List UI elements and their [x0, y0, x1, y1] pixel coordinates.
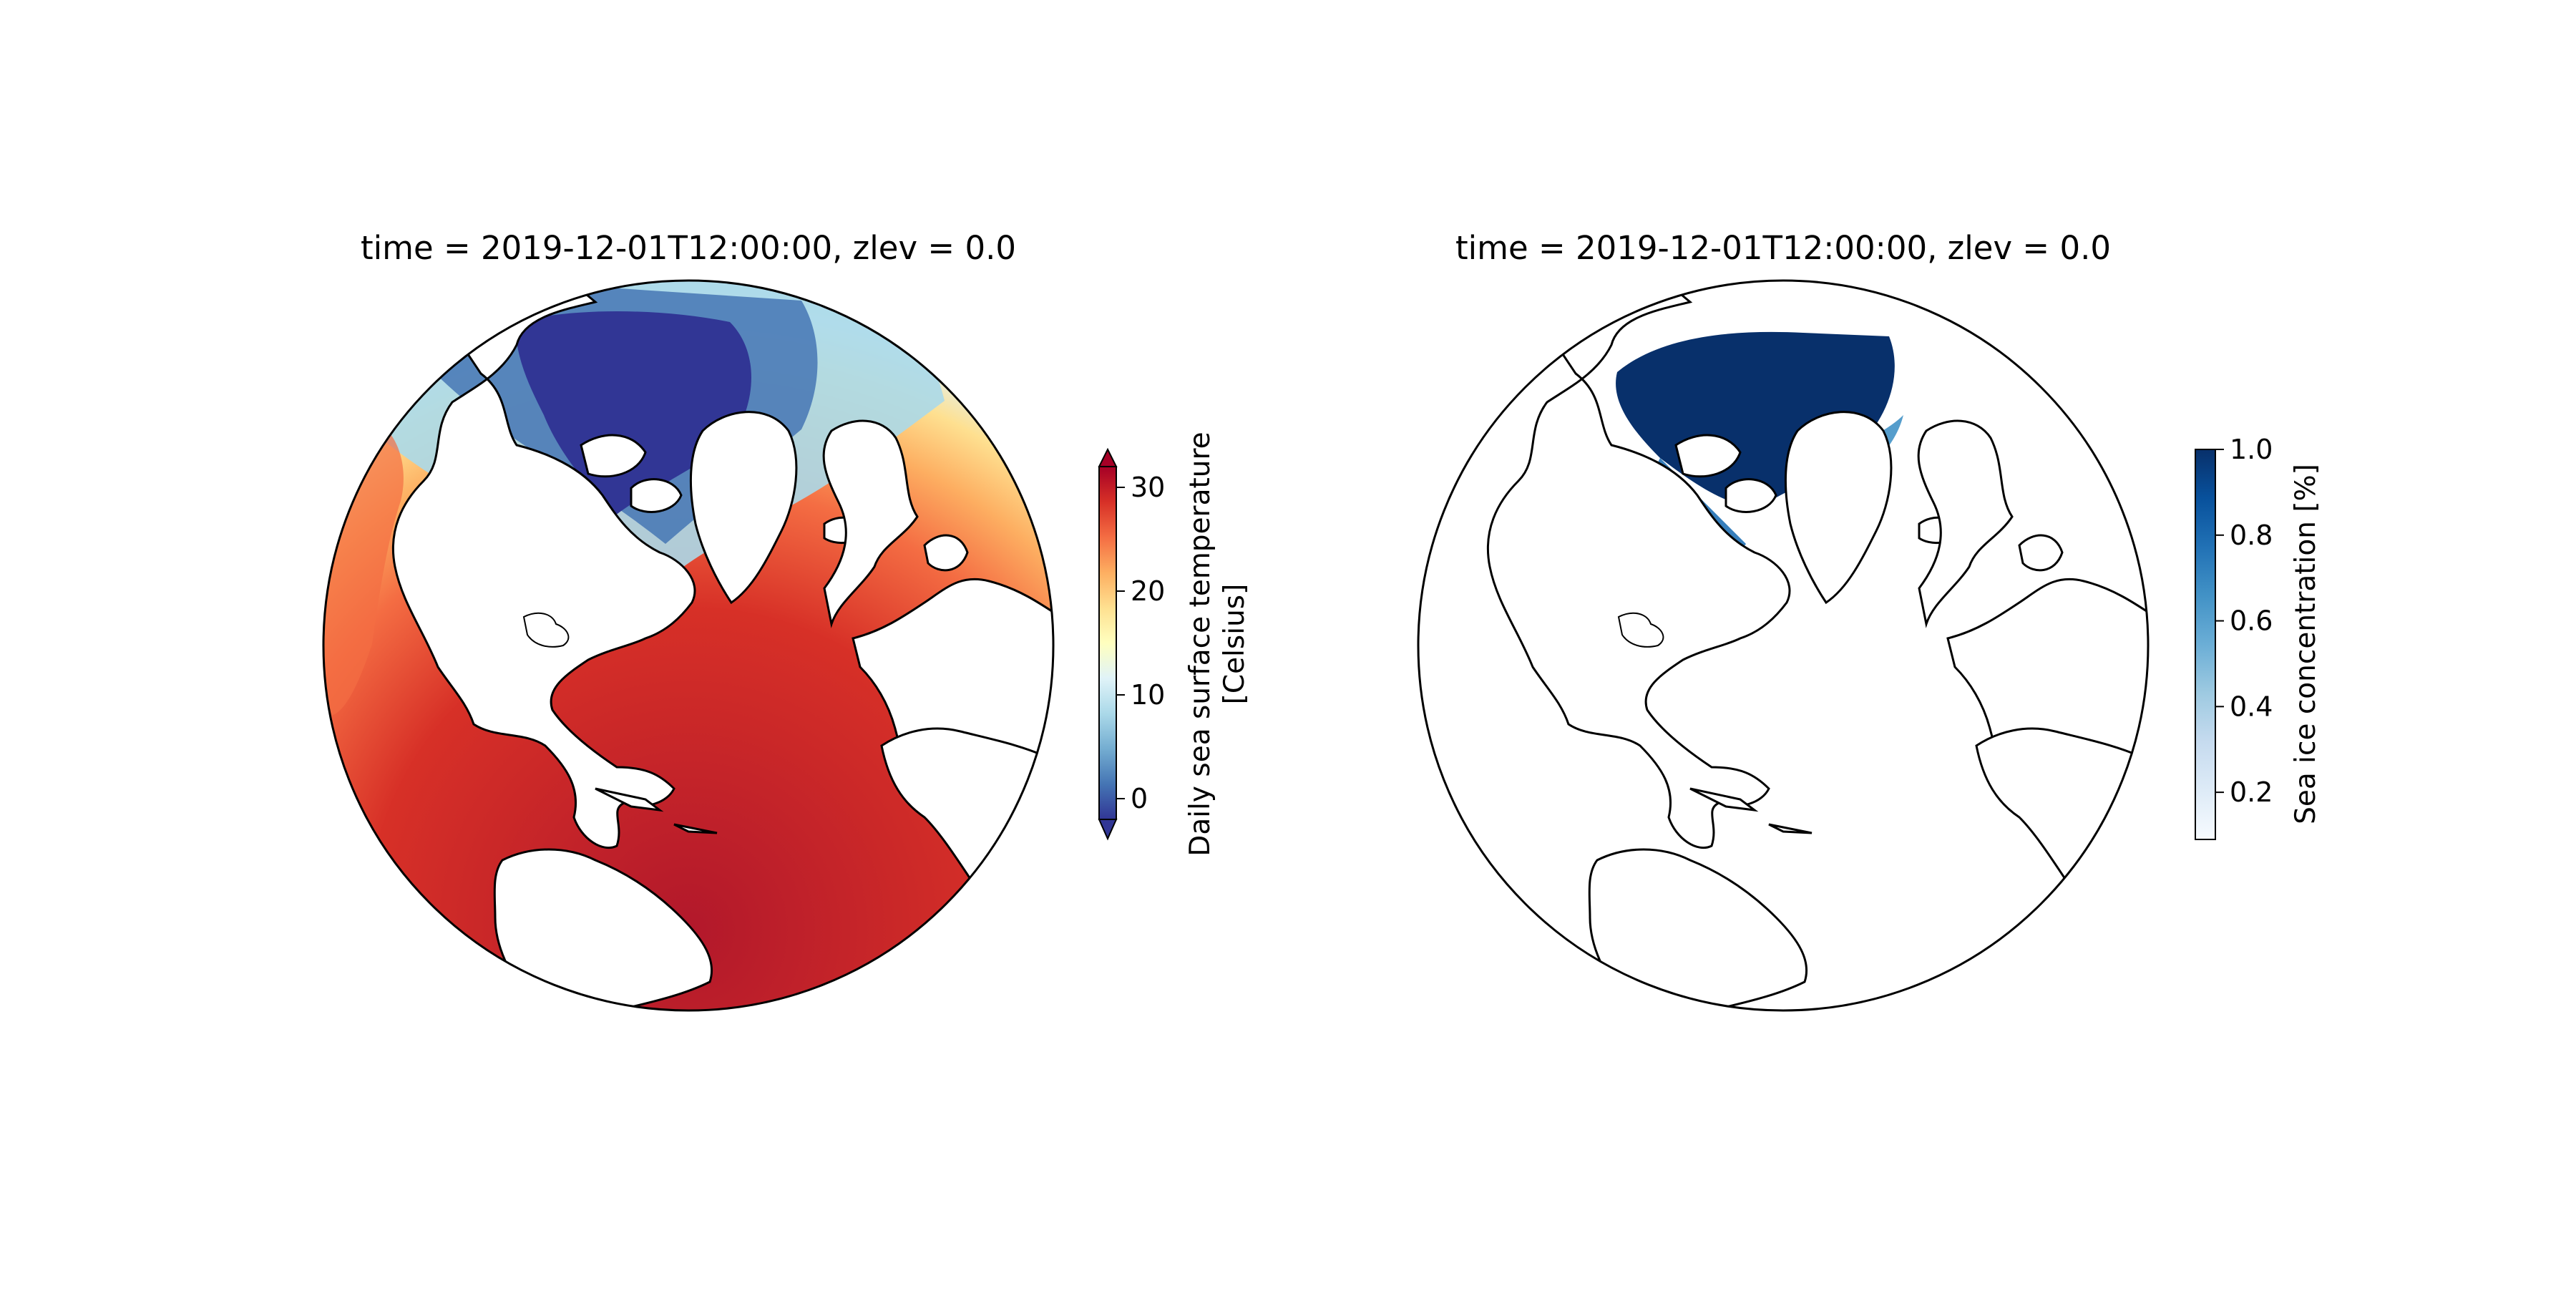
ice-colorbar-tick-label-3: 0.8	[2230, 520, 2273, 551]
sst-colorbar-tick-label-0: 0	[1131, 783, 1148, 814]
sst-colorbar-label-line2: [Celsius]	[1219, 584, 1251, 705]
sst-panel: time = 2019-12-01T12:00:00, zlev = 0.0 0…	[322, 229, 1251, 1012]
ice-globe	[1418, 281, 2148, 1010]
sst-colorbar-extend-bottom	[1098, 819, 1118, 841]
sst-colorbar-extend-top	[1098, 447, 1118, 467]
ice-colorbar-tick-label-4: 1.0	[2230, 434, 2273, 465]
sst-globe-outline	[322, 279, 1055, 1012]
sst-colorbar-tick-label-3: 30	[1131, 472, 1165, 503]
ice-panel: time = 2019-12-01T12:00:00, zlev = 0.0 0…	[1417, 229, 2322, 1012]
sst-colorbar-bar	[1098, 466, 1117, 820]
sst-colorbar: 0 10 20 30 Daily sea surface temperature [C…	[1098, 432, 1251, 857]
sst-colorbar-tick-label-2: 20	[1131, 575, 1165, 607]
ice-globe-outline	[1417, 279, 2150, 1012]
sst-colorbar-tick-label-1: 10	[1131, 679, 1165, 711]
ice-panel-title: time = 2019-12-01T12:00:00, zlev = 0.0	[1455, 229, 2111, 267]
ice-colorbar-tick-label-2: 0.6	[2230, 605, 2273, 637]
ice-colorbar: 0.2 0.4 0.6 0.8 1.0 Sea ice concentration [%…	[2195, 434, 2322, 840]
ice-colorbar-tick-label-0: 0.2	[2230, 776, 2273, 808]
ice-colorbar-tick-label-1: 0.4	[2230, 691, 2273, 722]
sst-panel-title: time = 2019-12-01T12:00:00, zlev = 0.0	[361, 229, 1016, 267]
sst-globe	[323, 281, 1053, 1010]
ice-colorbar-label: Sea ice concentration [%]	[2290, 464, 2322, 824]
ice-colorbar-bar	[2195, 449, 2216, 840]
sst-colorbar-label-line1: Daily sea surface temperature	[1184, 432, 1216, 856]
